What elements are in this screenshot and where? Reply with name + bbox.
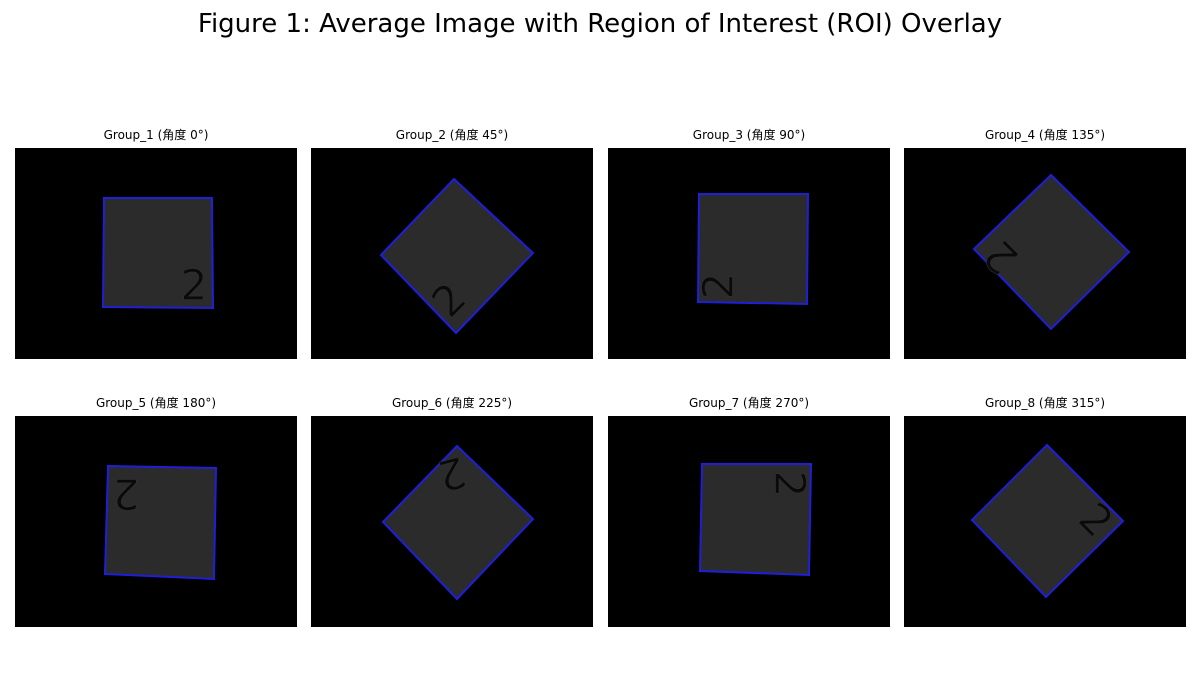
panel-title: Group_3 (角度 90°) (692, 128, 806, 142)
roi-outline (970, 443, 1125, 599)
panel-title: Group_2 (角度 45°) (395, 128, 509, 142)
specimen-marking: 2 (181, 261, 208, 310)
average-image: 2 (904, 416, 1186, 627)
roi-outline (379, 177, 535, 335)
panel-title: Group_1 (角度 0°) (103, 128, 209, 142)
average-image: 2 (15, 148, 297, 359)
average-image: 2 (311, 148, 593, 359)
specimen-marking: 2 (694, 273, 743, 300)
roi-outline (101, 197, 215, 310)
average-image: 2 (15, 416, 297, 627)
average-image: 2 (904, 148, 1186, 359)
specimen-marking: 2 (766, 471, 815, 498)
roi-outline (381, 444, 535, 601)
panel-title: Group_6 (角度 225°) (391, 396, 513, 410)
roi-outline (696, 193, 810, 306)
figure-title: Figure 1: Average Image with Region of I… (197, 9, 1003, 39)
panel-title: Group_5 (角度 180°) (95, 396, 217, 410)
roi-outline (972, 173, 1131, 331)
average-image: 2 (608, 416, 890, 627)
roi-outline (103, 464, 218, 581)
specimen-marking: 2 (113, 470, 140, 519)
panel-title: Group_8 (角度 315°) (984, 396, 1106, 410)
average-image: 2 (311, 416, 593, 627)
panel-title: Group_7 (角度 270°) (688, 396, 810, 410)
roi-outline (698, 463, 813, 577)
average-image: 2 (608, 148, 890, 359)
panel-title: Group_4 (角度 135°) (984, 128, 1106, 142)
